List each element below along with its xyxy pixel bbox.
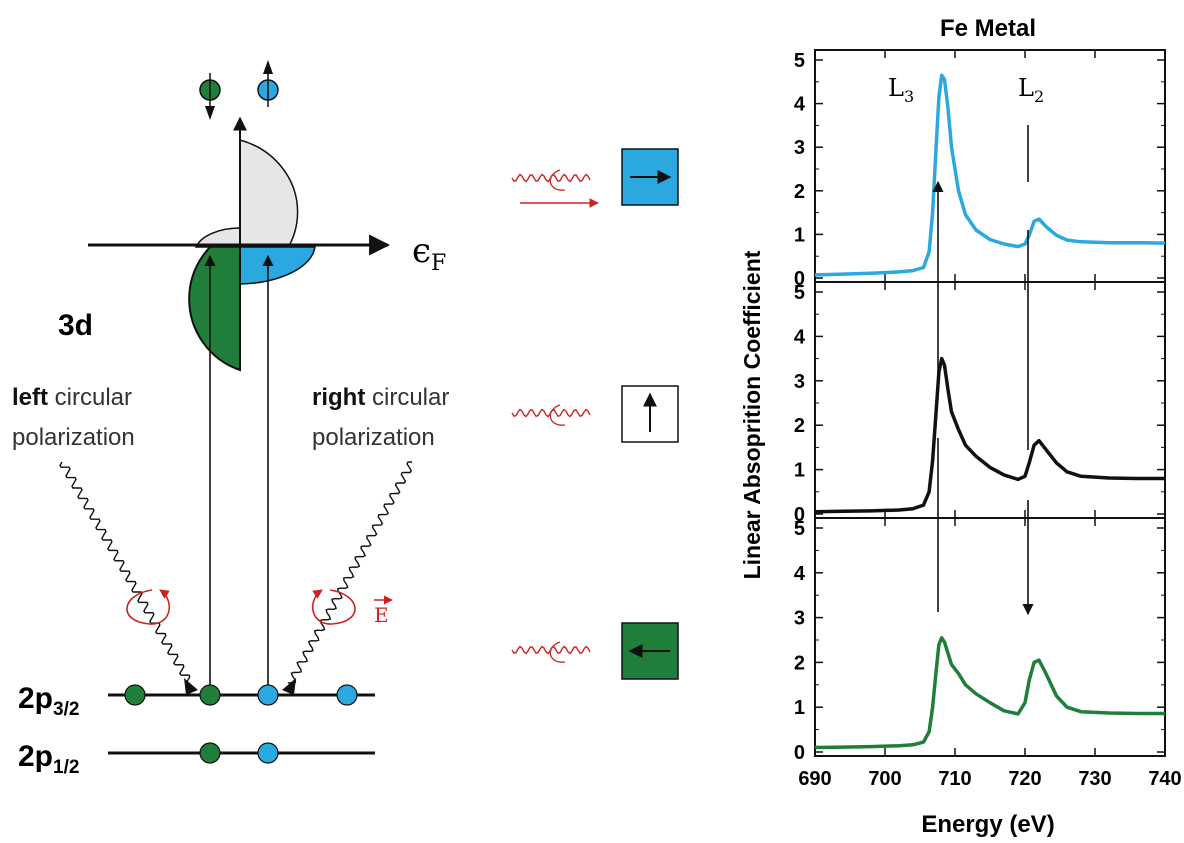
right-photon-arrowhead [282, 678, 296, 695]
panel-frame [814, 281, 1166, 519]
left-rotation-icon [126, 589, 171, 625]
core-electron [257, 742, 279, 764]
peak-label: L3 [888, 74, 914, 106]
x-tick-label: 740 [1148, 768, 1181, 790]
left-polarization-label-line2: polarization [12, 424, 135, 451]
y-tick-label: 2 [794, 181, 805, 203]
3d-band-density-of-states [188, 139, 316, 372]
left-photon-wave [59, 461, 191, 687]
y-tick-label: 4 [794, 563, 806, 585]
y-tick-label: 1 [794, 224, 805, 246]
y-tick-label: 5 [794, 518, 805, 540]
y-tick-label: 0 [794, 504, 805, 526]
y-tick-label: 0 [794, 742, 805, 764]
fermi-level-label: ϵF [412, 231, 446, 276]
y-tick-label: 3 [794, 371, 805, 393]
spin-up-electron [257, 60, 279, 107]
right-photon-wave [287, 461, 413, 684]
y-axis-label: Linear Absoprition Coefficient [739, 250, 765, 579]
y-tick-label: 4 [794, 326, 806, 348]
y-tick-label: 5 [794, 50, 805, 72]
x-tick-label: 690 [798, 768, 831, 790]
right-rotation-icon [311, 589, 356, 625]
y-tick-label: 2 [794, 652, 805, 674]
y-tick-label: 3 [794, 608, 805, 630]
electric-field-label: E [374, 595, 393, 627]
right-polarization-label: right circular [312, 384, 449, 411]
x-tick-label: 700 [868, 768, 901, 790]
core-electron [199, 742, 221, 764]
level-2p32-label: 2p3/2 [18, 682, 79, 720]
y-tick-label: 0 [794, 268, 805, 290]
x-tick-label: 720 [1008, 768, 1041, 790]
magnetization-icons [511, 148, 679, 680]
panel-frame [814, 517, 1166, 757]
spectrum-line-3 [814, 636, 1165, 750]
peak-label: L2 [1018, 74, 1044, 106]
svg-text:E: E [374, 603, 389, 627]
x-tick-label: 710 [938, 768, 971, 790]
spectrum-line-1 [814, 73, 1166, 277]
energy-level-diagram: ϵF 3d left circular polarization right c… [12, 60, 449, 778]
left-photon-arrowhead [184, 678, 198, 695]
level-2p12-label: 2p1/2 [18, 740, 79, 778]
chart-title: Fe Metal [940, 15, 1036, 42]
spectrum-line-2 [814, 356, 1165, 514]
y-tick-label: 5 [794, 282, 805, 304]
panel-frame [814, 49, 1166, 283]
y-tick-label: 1 [794, 460, 805, 482]
spin-down-electron [199, 73, 221, 120]
photon-icon-bottom [511, 641, 591, 663]
left-polarization-label: left circular [12, 384, 132, 411]
band-label: 3d [58, 309, 93, 342]
photon-icon-top [511, 169, 599, 208]
x-axis-label: Energy (eV) [921, 811, 1054, 838]
core-electron [199, 684, 221, 706]
photon-icon-middle [511, 404, 591, 426]
x-tick-label: 730 [1078, 768, 1111, 790]
y-tick-label: 1 [794, 697, 805, 719]
y-tick-label: 2 [794, 415, 805, 437]
core-electron [257, 684, 279, 706]
core-electron [124, 684, 146, 706]
y-tick-label: 3 [794, 137, 805, 159]
absorption-spectra-chart: Fe Metal Energy (eV) Linear Absoprition … [739, 15, 1182, 838]
y-tick-label: 4 [794, 94, 806, 116]
right-polarization-label-line2: polarization [312, 424, 435, 451]
core-electron [336, 684, 358, 706]
